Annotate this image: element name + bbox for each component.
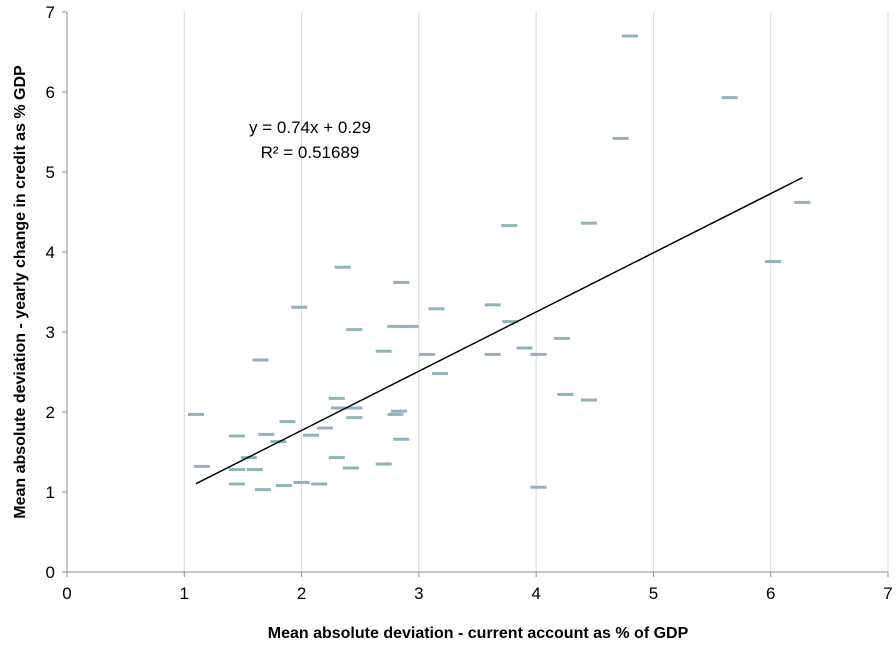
- y-tick-label: 3: [46, 323, 55, 342]
- data-point: [580, 398, 597, 402]
- data-point: [258, 432, 275, 436]
- data-point: [393, 280, 410, 284]
- data-point: [291, 305, 308, 309]
- data-point: [502, 320, 519, 324]
- data-point: [317, 426, 334, 430]
- data-point: [530, 352, 547, 356]
- data-point: [390, 409, 407, 413]
- data-point: [246, 468, 263, 472]
- data-point: [302, 433, 319, 437]
- data-point: [612, 136, 629, 140]
- data-point: [229, 434, 246, 438]
- y-tick-label: 4: [46, 243, 55, 262]
- data-point: [387, 412, 404, 416]
- data-point: [275, 484, 292, 488]
- data-point: [580, 221, 597, 225]
- x-tick-label: 5: [649, 584, 658, 603]
- data-point: [346, 406, 363, 410]
- data-point: [188, 412, 205, 416]
- data-point: [553, 336, 570, 340]
- data-point: [393, 437, 410, 441]
- r-squared-label: R² = 0.51689: [261, 143, 360, 162]
- y-tick-label: 0: [46, 563, 55, 582]
- data-point: [419, 352, 436, 356]
- data-point: [794, 200, 811, 204]
- data-point: [721, 96, 738, 100]
- y-tick-label: 7: [46, 3, 55, 22]
- x-tick-label: 6: [766, 584, 775, 603]
- grid-lines: [183, 12, 889, 572]
- data-point: [293, 480, 310, 484]
- y-axis-title: Mean absolute deviation - yearly change …: [12, 65, 29, 519]
- x-tick-label: 0: [62, 584, 71, 603]
- data-point: [342, 466, 359, 470]
- data-point: [402, 324, 419, 328]
- data-point: [530, 485, 547, 489]
- y-tick-label: 2: [46, 403, 55, 422]
- x-tick-label: 3: [414, 584, 423, 603]
- data-point: [431, 372, 448, 376]
- data-point: [334, 265, 351, 269]
- axes: [62, 11, 889, 577]
- x-tick-label: 7: [883, 584, 892, 603]
- data-point: [254, 488, 271, 492]
- data-point: [484, 303, 501, 307]
- x-axis-title: Mean absolute deviation - current accoun…: [268, 625, 689, 642]
- y-tick-label: 1: [46, 483, 55, 502]
- data-points: [188, 34, 811, 492]
- data-point: [229, 482, 246, 486]
- x-tick-label: 1: [180, 584, 189, 603]
- data-point: [375, 462, 392, 466]
- data-point: [387, 324, 404, 328]
- data-point: [279, 420, 296, 424]
- x-tick-label: 2: [297, 584, 306, 603]
- data-point: [331, 406, 348, 410]
- data-point: [375, 349, 392, 353]
- data-point: [557, 392, 574, 396]
- data-point: [501, 224, 518, 228]
- data-point: [346, 328, 363, 332]
- tick-labels: 0 1 2 3 4 5 6 7 0 1 2 3 4 5 6 7: [46, 3, 893, 603]
- trendline-equation: y = 0.74x + 0.29: [249, 118, 371, 137]
- data-point: [328, 456, 345, 460]
- y-tick-label: 6: [46, 83, 55, 102]
- trendline: [195, 176, 803, 485]
- y-tick-label: 5: [46, 163, 55, 182]
- data-point: [428, 307, 445, 311]
- data-point: [229, 468, 246, 472]
- data-point: [346, 416, 363, 420]
- data-point: [516, 346, 533, 350]
- x-tick-label: 4: [531, 584, 540, 603]
- data-point: [328, 396, 345, 400]
- data-point: [193, 464, 210, 468]
- data-point: [311, 482, 328, 486]
- data-point: [252, 358, 269, 362]
- data-point: [765, 260, 782, 264]
- data-point: [484, 352, 501, 356]
- data-point: [621, 34, 638, 38]
